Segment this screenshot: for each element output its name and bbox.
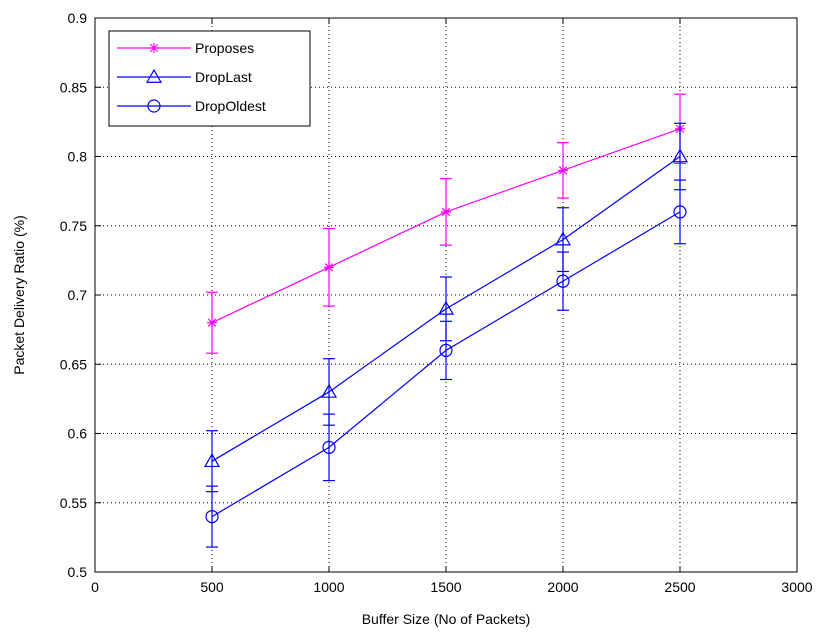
data-point xyxy=(205,509,219,524)
y-axis-label: Packet Delivery Ratio (%) xyxy=(11,215,27,375)
data-point xyxy=(320,383,338,398)
legend-item: Proposes xyxy=(117,40,254,56)
x-tick-label: 2500 xyxy=(664,579,695,595)
axes: 0 500 1000 1500 2000 2500 3000 0.5 0.55 0.6 0.65 0.… xyxy=(60,10,813,595)
circle-marker-shape xyxy=(673,205,687,219)
data-point xyxy=(556,274,570,288)
data-point xyxy=(554,231,572,246)
y-tick-label: 0.85 xyxy=(60,79,87,95)
x-tick-label: 0 xyxy=(91,579,99,595)
y-tick-label: 0.55 xyxy=(60,495,87,511)
triangle-marker-shape xyxy=(554,231,572,246)
asterisk-stroke xyxy=(207,318,217,327)
circle-marker-shape xyxy=(439,343,453,357)
asterisk-stroke xyxy=(558,166,568,175)
legend-item: DropLast xyxy=(117,68,252,85)
x-tick-label: 500 xyxy=(200,579,224,595)
triangle-marker-shape xyxy=(671,148,689,163)
y-tick-label: 0.8 xyxy=(68,149,88,165)
series-layer xyxy=(203,93,689,548)
data-point xyxy=(671,148,689,163)
triangle-marker-shape xyxy=(203,452,221,468)
error-bar xyxy=(323,413,335,482)
x-tick-label: 1500 xyxy=(430,579,461,595)
data-point xyxy=(441,206,451,217)
y-tick-label: 0.9 xyxy=(68,10,88,26)
circle-marker-shape xyxy=(556,274,570,288)
y-tick-label: 0.6 xyxy=(68,426,88,442)
asterisk-stroke xyxy=(324,263,334,272)
error-bar xyxy=(674,179,686,245)
asterisk-stroke xyxy=(441,207,451,217)
y-tick-label: 0.65 xyxy=(60,356,87,372)
data-point xyxy=(673,205,687,219)
triangle-marker xyxy=(145,68,163,83)
x-axis-label: Buffer Size (No of Packets) xyxy=(362,611,531,627)
asterisk-marker xyxy=(149,43,159,53)
legend-box xyxy=(108,30,311,127)
data-point xyxy=(439,343,453,357)
y-tick-label: 0.5 xyxy=(68,564,88,580)
asterisk-stroke xyxy=(149,43,159,53)
error-bar xyxy=(440,320,452,381)
x-tick-label: 3000 xyxy=(781,579,812,595)
y-tick-label: 0.75 xyxy=(60,218,87,234)
circle-marker-shape xyxy=(322,440,336,454)
triangle-marker-shape xyxy=(320,383,338,398)
data-point xyxy=(324,262,334,273)
series-dropoldest xyxy=(205,179,687,548)
x-tick-label: 2000 xyxy=(547,579,578,595)
triangle-marker-shape xyxy=(437,300,455,315)
legend-label: DropLast xyxy=(195,69,252,85)
x-tick-label: 1000 xyxy=(313,579,344,595)
circle-marker-shape xyxy=(205,509,219,524)
triangle-marker-shape xyxy=(145,68,163,83)
series-proposes xyxy=(206,93,686,354)
data-point xyxy=(203,452,221,468)
error-bar xyxy=(557,251,569,311)
y-tick-label: 0.7 xyxy=(68,287,88,303)
circle-marker xyxy=(147,99,161,113)
legend-item: DropOldest xyxy=(117,98,266,114)
circle-marker-shape xyxy=(147,99,161,113)
data-point xyxy=(207,317,217,328)
error-bar xyxy=(206,485,218,548)
data-point xyxy=(558,165,568,176)
legend-label: DropOldest xyxy=(195,98,266,114)
data-point xyxy=(437,300,455,315)
legend: Proposes DropLast DropOldest xyxy=(108,30,311,127)
legend-label: Proposes xyxy=(195,40,254,56)
data-point xyxy=(322,440,336,454)
